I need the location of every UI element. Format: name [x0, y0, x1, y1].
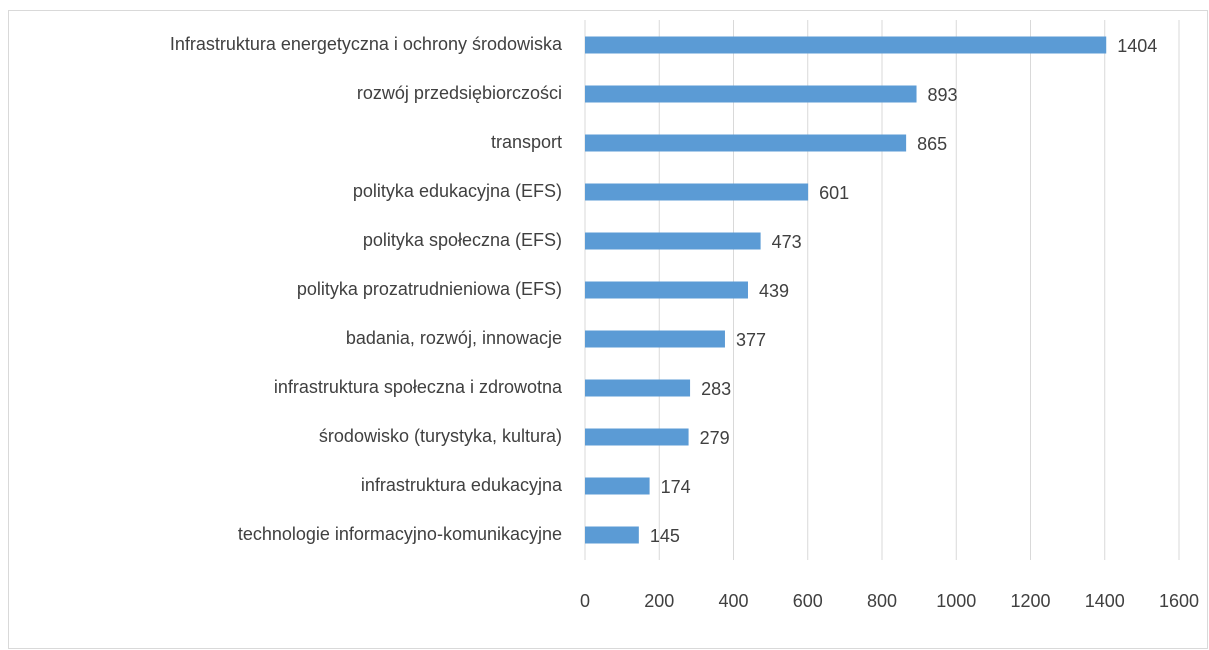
y-tick-label: polityka prozatrudnieniowa (EFS) — [297, 279, 562, 299]
chart-border — [8, 10, 1208, 649]
bar — [585, 183, 809, 201]
bar — [585, 477, 650, 495]
data-label: 377 — [736, 330, 766, 350]
data-label: 865 — [917, 134, 947, 154]
y-tick-label: technologie informacyjno-komunikacyjne — [238, 524, 562, 544]
x-tick-label: 400 — [718, 591, 748, 611]
x-tick-label: 600 — [793, 591, 823, 611]
x-tick-label: 1600 — [1159, 591, 1199, 611]
data-label: 1404 — [1117, 36, 1157, 56]
y-tick-label: polityka społeczna (EFS) — [363, 230, 562, 250]
data-label: 601 — [819, 183, 849, 203]
bar — [585, 428, 689, 446]
y-tick-label: Infrastruktura energetyczna i ochrony śr… — [170, 34, 563, 54]
data-label: 283 — [701, 379, 731, 399]
data-label: 439 — [759, 281, 789, 301]
bar — [585, 36, 1107, 54]
x-tick-label: 200 — [644, 591, 674, 611]
y-tick-label: badania, rozwój, innowacje — [346, 328, 562, 348]
data-label: 893 — [928, 85, 958, 105]
y-tick-label: infrastruktura społeczna i zdrowotna — [274, 377, 563, 397]
x-tick-label: 1000 — [936, 591, 976, 611]
y-tick-label: rozwój przedsiębiorczości — [357, 83, 562, 103]
data-label: 145 — [650, 526, 680, 546]
data-label: 473 — [772, 232, 802, 252]
bar — [585, 526, 639, 544]
y-tick-label: infrastruktura edukacyjna — [361, 475, 563, 495]
bar — [585, 281, 748, 299]
x-tick-label: 1200 — [1010, 591, 1050, 611]
bar — [585, 330, 725, 348]
bar — [585, 379, 691, 397]
x-tick-label: 1400 — [1085, 591, 1125, 611]
y-tick-label: środowisko (turystyka, kultura) — [319, 426, 562, 446]
y-tick-label: transport — [491, 132, 562, 152]
y-tick-label: polityka edukacyjna (EFS) — [353, 181, 562, 201]
x-tick-label: 800 — [867, 591, 897, 611]
bar — [585, 85, 917, 103]
x-tick-label: 0 — [580, 591, 590, 611]
data-label: 174 — [661, 477, 691, 497]
data-label: 279 — [700, 428, 730, 448]
bar — [585, 134, 907, 152]
bar — [585, 232, 761, 250]
